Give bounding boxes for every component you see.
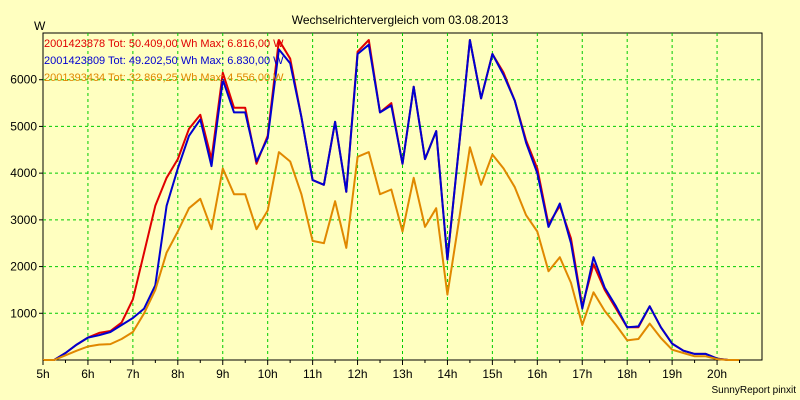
y-tick-label: 4000: [10, 166, 37, 180]
x-tick-labels: 5h 6h 7h 8h 9h 10h 11h 12h 13h 14h 15h 16h 17h 18h 19h…: [36, 360, 741, 381]
legend-entry-2: 2001423809 Tot: 49.202,50 Wh Max: 6.830,…: [44, 55, 284, 67]
y-tick-label: 2000: [10, 260, 37, 274]
y-tick-label: 5000: [10, 119, 37, 133]
x-tick-label: 8h: [171, 367, 184, 381]
legend-entry-1: 2001423878 Tot: 50.409,00 Wh Max: 6.816,…: [44, 38, 284, 50]
x-tick-label: 15h: [482, 367, 502, 381]
x-tick-label: 5h: [36, 367, 49, 381]
x-tick-label: 10h: [258, 367, 278, 381]
x-tick-label: 18h: [617, 367, 637, 381]
legend: 2001423878 Tot: 50.409,00 Wh Max: 6.816,…: [44, 38, 284, 84]
x-tick-label: 20h: [707, 367, 727, 381]
series-layer: [43, 39, 740, 361]
x-tick-label: 19h: [662, 367, 682, 381]
x-tick-label: 9h: [216, 367, 229, 381]
x-tick-label: 16h: [527, 367, 547, 381]
x-tick-label: 17h: [572, 367, 592, 381]
series-line-2: [43, 39, 740, 361]
chart-title: Wechselrichtervergleich vom 03.08.2013: [292, 13, 509, 27]
y-tick-label: 6000: [10, 73, 37, 87]
x-tick-label: 11h: [303, 367, 322, 381]
credit-label: SunnyReport pinxit: [712, 385, 797, 396]
x-tick-label: 13h: [392, 367, 412, 381]
y-tick-label: 1000: [10, 306, 37, 320]
y-axis-label: W: [34, 19, 46, 33]
series-line-3: [43, 146, 740, 361]
x-tick-label: 6h: [81, 367, 94, 381]
legend-entry-3: 2001393434 Tot: 32.869,25 Wh Max: 4.556,…: [44, 72, 284, 84]
y-tick-labels: 1000 2000 3000 4000 5000 6000: [10, 73, 43, 320]
gridlines: [43, 33, 762, 360]
x-tick-label: 12h: [348, 367, 368, 381]
x-tick-label: 7h: [126, 367, 139, 381]
x-tick-label: 14h: [437, 367, 457, 381]
y-tick-label: 3000: [10, 213, 37, 227]
